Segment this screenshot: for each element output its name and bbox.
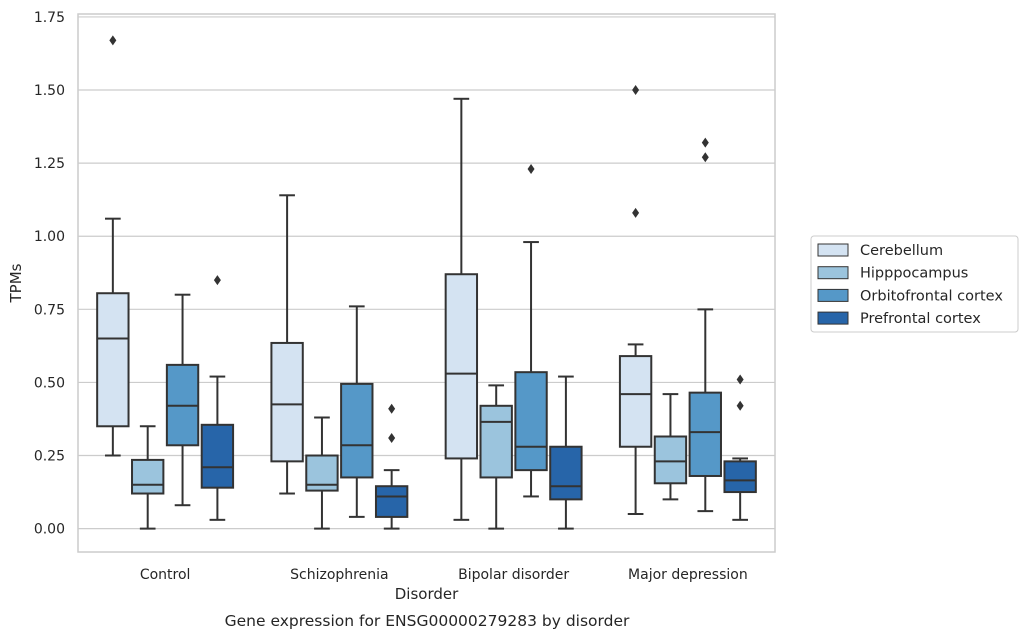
legend-item-cerebellum: Cerebellum [817,243,943,259]
legend-frame [810,235,1019,333]
iqr-box [479,404,513,479]
legend-label: Orbitofrontal cortex [860,288,1003,304]
legend-item-hipppocampus: Hipppocampus [817,266,968,282]
iqr-box [131,458,165,495]
outlier-point [736,374,744,385]
box-hipppocampus-major-depression [653,393,688,501]
x-axis-ticks: Control Schizophrenia Bipolar disorder Majo… [140,567,748,583]
iqr-box [688,391,722,477]
box-prefrontal-cortex-bipolar-disorder [549,375,583,530]
x-axis-label: Disorder [395,585,459,603]
box-hipppocampus-control [131,425,165,530]
y-tick-label: 0.75 [34,302,65,318]
box-hipppocampus-bipolar-disorder [479,384,513,530]
outlier-point [701,137,709,148]
plot-frame [77,13,776,553]
outlier-point [213,275,221,286]
outlier-point [388,403,396,414]
x-tick-label-schizophrenia: Schizophrenia [290,567,388,583]
legend-label: Hipppocampus [860,266,968,282]
box-prefrontal-cortex-control [200,275,235,521]
x-tick-label-control: Control [140,567,191,583]
box-cerebellum-major-depression [618,85,653,515]
outlier-point [109,35,117,46]
boxes [96,35,757,530]
x-tick-label-major-depression: Major depression [628,567,748,583]
iqr-box [653,435,688,485]
legend-label: Prefrontal cortex [860,311,981,327]
iqr-box [444,273,479,460]
iqr-box [340,382,374,479]
legend-label: Cerebellum [860,243,943,259]
legend: Cerebellum Hipppocampus Orbitofrontal cort… [810,235,1019,333]
box-hipppocampus-schizophrenia [305,416,339,530]
box-prefrontal-cortex-major-depression [723,374,757,521]
y-tick-label: 0.00 [34,522,65,538]
iqr-box [618,355,653,448]
iqr-box [549,445,583,501]
legend-swatch [817,288,849,302]
box-orbitofrontal-cortex-control [165,293,200,507]
y-tick-label: 1.75 [34,10,65,26]
legend-swatch [817,311,849,325]
outlier-point [388,432,396,443]
legend-swatch [817,243,849,257]
box-orbitofrontal-cortex-major-depression [688,137,722,513]
iqr-box [96,292,130,428]
y-axis-ticks: 0.00 0.25 0.50 0.75 1.00 1.25 1.50 1.75 [34,10,65,538]
y-tick-label: 0.50 [34,375,65,391]
y-axis-label: TPMs [7,263,25,303]
y-tick-label: 1.25 [34,156,65,172]
iqr-box [723,460,757,494]
outlier-point [632,207,640,218]
legend-item-orbitofrontal-cortex: Orbitofrontal cortex [817,288,1003,304]
x-tick-label-bipolar-disorder: Bipolar disorder [458,567,569,583]
outlier-point [632,85,640,96]
box-orbitofrontal-cortex-schizophrenia [340,305,374,518]
y-tick-label: 1.50 [34,83,65,99]
legend-item-prefrontal-cortex: Prefrontal cortex [817,311,981,327]
box-cerebellum-control [96,35,130,457]
iqr-box [200,423,235,489]
box-cerebellum-schizophrenia [270,194,304,495]
outlier-point [701,152,709,163]
outlier-point [527,163,535,174]
chart-caption: Gene expression for ENSG00000279283 by d… [225,612,630,630]
y-tick-label: 1.00 [34,229,65,245]
box-orbitofrontal-cortex-bipolar-disorder [514,163,548,498]
legend-swatch [817,266,849,280]
box-prefrontal-cortex-schizophrenia [374,403,409,530]
iqr-box [514,371,548,472]
iqr-box [374,485,409,518]
y-tick-label: 0.25 [34,449,65,465]
iqr-box [270,341,304,463]
box-cerebellum-bipolar-disorder [444,97,479,521]
outlier-point [736,400,744,411]
